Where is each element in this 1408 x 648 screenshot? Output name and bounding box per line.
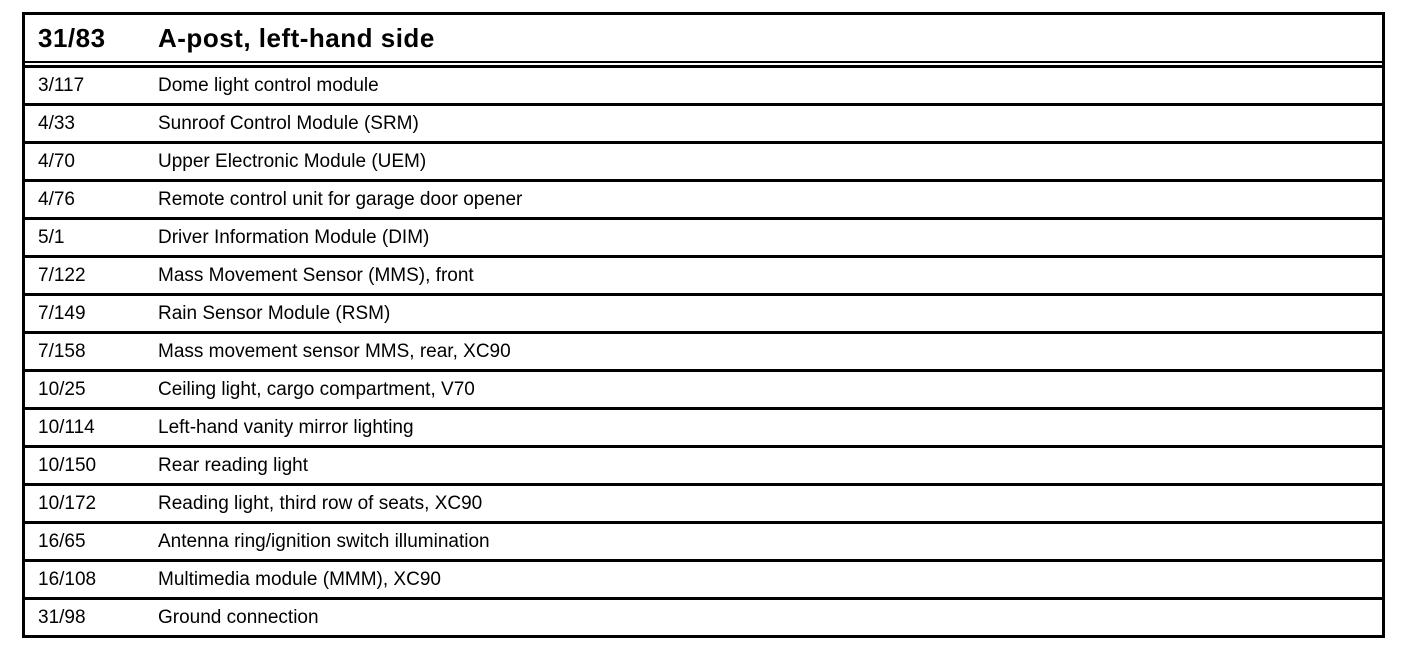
component-description-cell: Sunroof Control Module (SRM) (158, 112, 419, 134)
component-table: 31/83 A-post, left-hand side 3/117 Dome … (22, 12, 1385, 638)
header-description-cell: A-post, left-hand side (158, 22, 435, 53)
table-row: 7/158 Mass movement sensor MMS, rear, XC… (25, 331, 1382, 369)
component-description-cell: Rear reading light (158, 454, 308, 476)
table-row: 4/33 Sunroof Control Module (SRM) (25, 103, 1382, 141)
component-id-cell: 10/25 (38, 378, 86, 400)
component-id-cell: 4/70 (38, 150, 75, 172)
component-id-cell: 4/76 (38, 188, 75, 210)
component-description-cell: Driver Information Module (DIM) (158, 226, 430, 248)
table-row: 4/76 Remote control unit for garage door… (25, 179, 1382, 217)
component-id-cell: 7/149 (38, 302, 86, 324)
component-id-cell: 10/150 (38, 454, 97, 476)
table-row: 4/70 Upper Electronic Module (UEM) (25, 141, 1382, 179)
table-row: 3/117 Dome light control module (25, 65, 1382, 103)
table-row: 7/122 Mass Movement Sensor (MMS), front (25, 255, 1382, 293)
component-description-cell: Upper Electronic Module (UEM) (158, 150, 427, 172)
table-header-row: 31/83 A-post, left-hand side (25, 15, 1382, 63)
component-id-cell: 3/117 (38, 74, 85, 96)
component-id-cell: 5/1 (38, 226, 65, 248)
table-row: 10/172 Reading light, third row of seats… (25, 483, 1382, 521)
component-id-cell: 7/122 (38, 264, 86, 286)
header-divider-gap (25, 63, 1382, 65)
table-row: 10/150 Rear reading light (25, 445, 1382, 483)
component-id-cell: 31/98 (38, 606, 86, 628)
component-description-cell: Mass Movement Sensor (MMS), front (158, 264, 474, 286)
component-id-cell: 4/33 (38, 112, 75, 134)
component-description-cell: Rain Sensor Module (RSM) (158, 302, 391, 324)
component-description-cell: Remote control unit for garage door open… (158, 188, 523, 210)
table-row: 7/149 Rain Sensor Module (RSM) (25, 293, 1382, 331)
component-description-cell: Reading light, third row of seats, XC90 (158, 492, 483, 514)
component-description-cell: Dome light control module (158, 74, 379, 96)
component-description-cell: Ground connection (158, 606, 319, 628)
component-description-cell: Multimedia module (MMM), XC90 (158, 568, 441, 590)
table-row: 31/98 Ground connection (25, 597, 1382, 635)
header-id-cell: 31/83 (38, 22, 106, 53)
component-id-cell: 10/114 (38, 416, 95, 438)
component-description-cell: Antenna ring/ignition switch illuminatio… (158, 530, 490, 552)
table-row: 10/114 Left-hand vanity mirror lighting (25, 407, 1382, 445)
component-description-cell: Ceiling light, cargo compartment, V70 (158, 378, 475, 400)
component-description-cell: Mass movement sensor MMS, rear, XC90 (158, 340, 511, 362)
table-row: 5/1 Driver Information Module (DIM) (25, 217, 1382, 255)
component-description-cell: Left-hand vanity mirror lighting (158, 416, 414, 438)
component-id-cell: 7/158 (38, 340, 86, 362)
table-row: 16/108 Multimedia module (MMM), XC90 (25, 559, 1382, 597)
component-id-cell: 16/65 (38, 530, 86, 552)
component-id-cell: 16/108 (38, 568, 97, 590)
table-row: 10/25 Ceiling light, cargo compartment, … (25, 369, 1382, 407)
component-id-cell: 10/172 (38, 492, 97, 514)
table-row: 16/65 Antenna ring/ignition switch illum… (25, 521, 1382, 559)
